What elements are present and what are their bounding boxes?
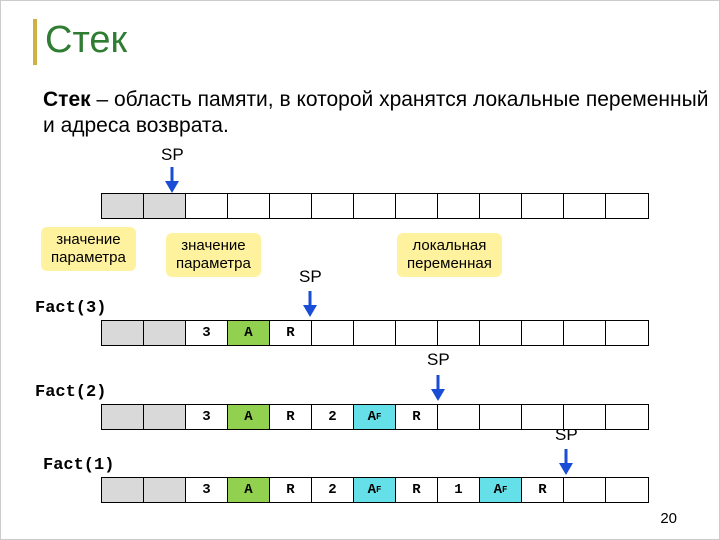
stack-cell bbox=[606, 405, 648, 429]
stack-cell bbox=[564, 405, 606, 429]
stack-cell: R bbox=[522, 478, 564, 502]
stack-cell: 3 bbox=[186, 478, 228, 502]
stack-cell bbox=[354, 194, 396, 218]
sp-label: SP bbox=[161, 145, 184, 165]
stack-s0 bbox=[101, 193, 649, 219]
callout-localvar: локальнаяпеременная bbox=[397, 233, 502, 277]
stack-cell bbox=[480, 321, 522, 345]
stack-cell bbox=[522, 321, 564, 345]
stack-cell bbox=[228, 194, 270, 218]
stack-cell: R bbox=[270, 405, 312, 429]
stack-cell bbox=[480, 405, 522, 429]
accent-bar bbox=[33, 19, 37, 65]
stack-cell bbox=[480, 194, 522, 218]
stack-cell bbox=[144, 478, 186, 502]
stack-cell bbox=[606, 321, 648, 345]
stack-cell bbox=[564, 478, 606, 502]
stack-cell bbox=[144, 321, 186, 345]
stack-cell bbox=[396, 194, 438, 218]
definition-text: Стек – область памяти, в которой хранятс… bbox=[43, 87, 719, 140]
stack-cell: A bbox=[228, 321, 270, 345]
row-label-f2: Fact(2) bbox=[35, 383, 106, 402]
stack-cell: R bbox=[270, 321, 312, 345]
stack-cell bbox=[438, 194, 480, 218]
stack-cell: R bbox=[270, 478, 312, 502]
row-label-f1: Fact(1) bbox=[43, 456, 114, 475]
stack-cell bbox=[186, 194, 228, 218]
stack-cell bbox=[102, 405, 144, 429]
definition-rest: – область памяти, в которой хранятся лок… bbox=[43, 88, 708, 137]
sp-arrow-icon bbox=[429, 375, 447, 399]
stack-cell: 3 bbox=[186, 321, 228, 345]
stack-cell: R bbox=[396, 478, 438, 502]
stack-cell bbox=[564, 194, 606, 218]
stack-cell bbox=[606, 194, 648, 218]
stack-s3: 3AR bbox=[101, 320, 649, 346]
stack-cell: 1 bbox=[438, 478, 480, 502]
stack-cell bbox=[564, 321, 606, 345]
stack-cell: A bbox=[228, 478, 270, 502]
stack-cell bbox=[438, 405, 480, 429]
sp-arrow-icon bbox=[163, 167, 181, 191]
sp-arrow-icon bbox=[301, 291, 319, 315]
stack-cell bbox=[354, 321, 396, 345]
stack-cell bbox=[522, 405, 564, 429]
page-title: Стек bbox=[45, 19, 127, 62]
stack-cell bbox=[102, 194, 144, 218]
sp-label: SP bbox=[427, 350, 450, 370]
stack-cell bbox=[312, 194, 354, 218]
stack-cell bbox=[144, 194, 186, 218]
stack-cell: A bbox=[228, 405, 270, 429]
stack-cell: 2 bbox=[312, 405, 354, 429]
stack-cell bbox=[102, 478, 144, 502]
callout-param1: значениепараметра bbox=[41, 227, 136, 271]
stack-s2: 3AR2AFR bbox=[101, 404, 649, 430]
stack-cell bbox=[522, 194, 564, 218]
stack-cell: R bbox=[396, 405, 438, 429]
stack-cell bbox=[396, 321, 438, 345]
definition-bold: Стек bbox=[43, 88, 91, 111]
stack-cell bbox=[270, 194, 312, 218]
stack-cell bbox=[312, 321, 354, 345]
callout-param2: значениепараметра bbox=[166, 233, 261, 277]
stack-cell bbox=[144, 405, 186, 429]
stack-cell bbox=[102, 321, 144, 345]
stack-s1: 3AR2AFR1AFR bbox=[101, 477, 649, 503]
stack-cell: 2 bbox=[312, 478, 354, 502]
stack-cell bbox=[438, 321, 480, 345]
stack-cell: AF bbox=[354, 478, 396, 502]
stack-cell bbox=[606, 478, 648, 502]
stack-cell: 3 bbox=[186, 405, 228, 429]
sp-label: SP bbox=[299, 267, 322, 287]
stack-cell: AF bbox=[480, 478, 522, 502]
stack-cell: AF bbox=[354, 405, 396, 429]
sp-arrow-icon bbox=[557, 449, 575, 473]
row-label-f3: Fact(3) bbox=[35, 299, 106, 318]
page-number: 20 bbox=[660, 510, 677, 527]
